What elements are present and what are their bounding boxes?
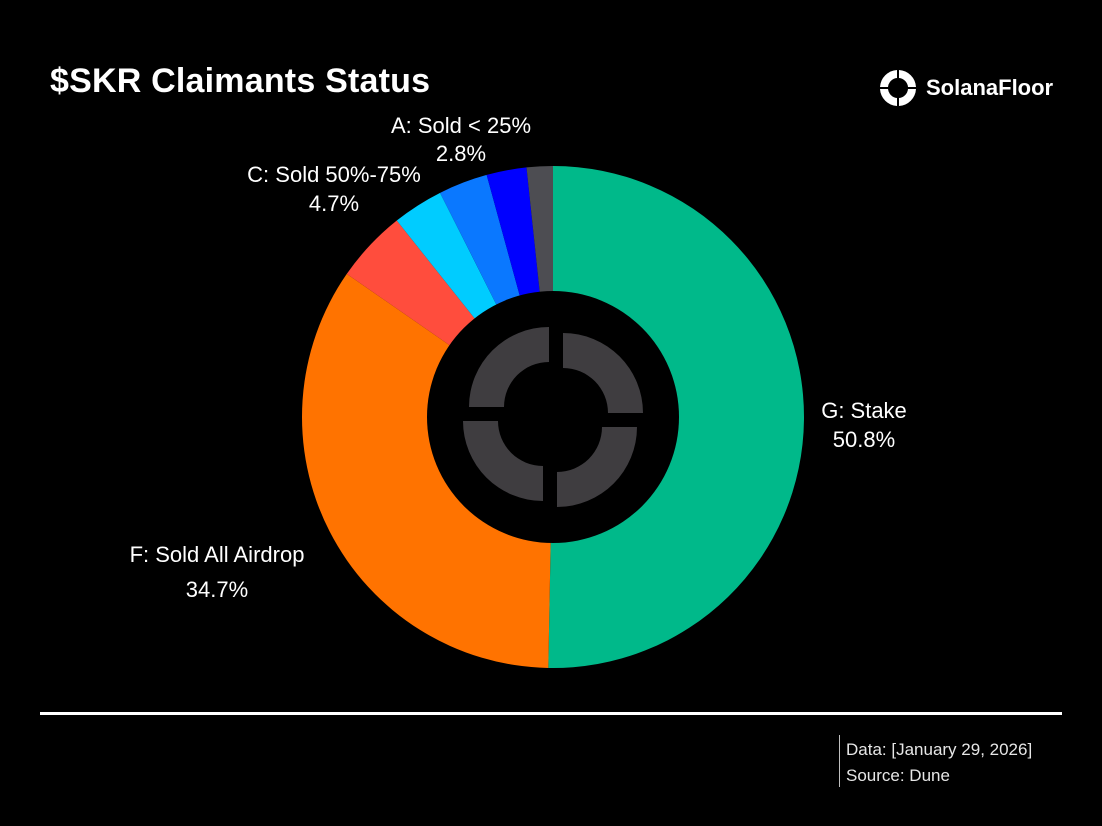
slice-label-value: 4.7% <box>309 191 359 216</box>
footer-divider <box>40 712 1062 715</box>
data-date: Data: [January 29, 2026] <box>846 740 1033 759</box>
slice-label-name: C: Sold 50%-75% <box>247 162 421 187</box>
chart-title: $SKR Claimants Status <box>50 62 431 100</box>
center-logo-segment <box>469 327 549 407</box>
center-logo-segment <box>563 333 643 413</box>
slice-f <box>302 273 553 668</box>
brand-name: SolanaFloor <box>926 75 1054 100</box>
donut-hole <box>427 291 679 543</box>
slice-label-value: 34.7% <box>186 577 248 602</box>
solanafloor-logo-icon <box>880 70 916 106</box>
slice-label-name: F: Sold All Airdrop <box>130 542 305 567</box>
center-logo-segment <box>557 427 637 507</box>
slice-labels: G: Stake 50.8% F: Sold All Airdrop 34.7% C: … <box>130 113 907 602</box>
slice-label-value: 50.8% <box>833 427 895 452</box>
center-logo-icon <box>463 327 643 507</box>
brand: SolanaFloor <box>878 68 1053 108</box>
center-logo-segment <box>463 421 543 501</box>
slice-label-name: A: Sold < 25% <box>391 113 531 138</box>
data-source: Source: Dune <box>846 766 950 785</box>
slice-label-name: G: Stake <box>821 398 907 423</box>
slice-label-value: 2.8% <box>436 141 486 166</box>
footer-source: Data: [January 29, 2026] Source: Dune <box>839 735 1032 787</box>
